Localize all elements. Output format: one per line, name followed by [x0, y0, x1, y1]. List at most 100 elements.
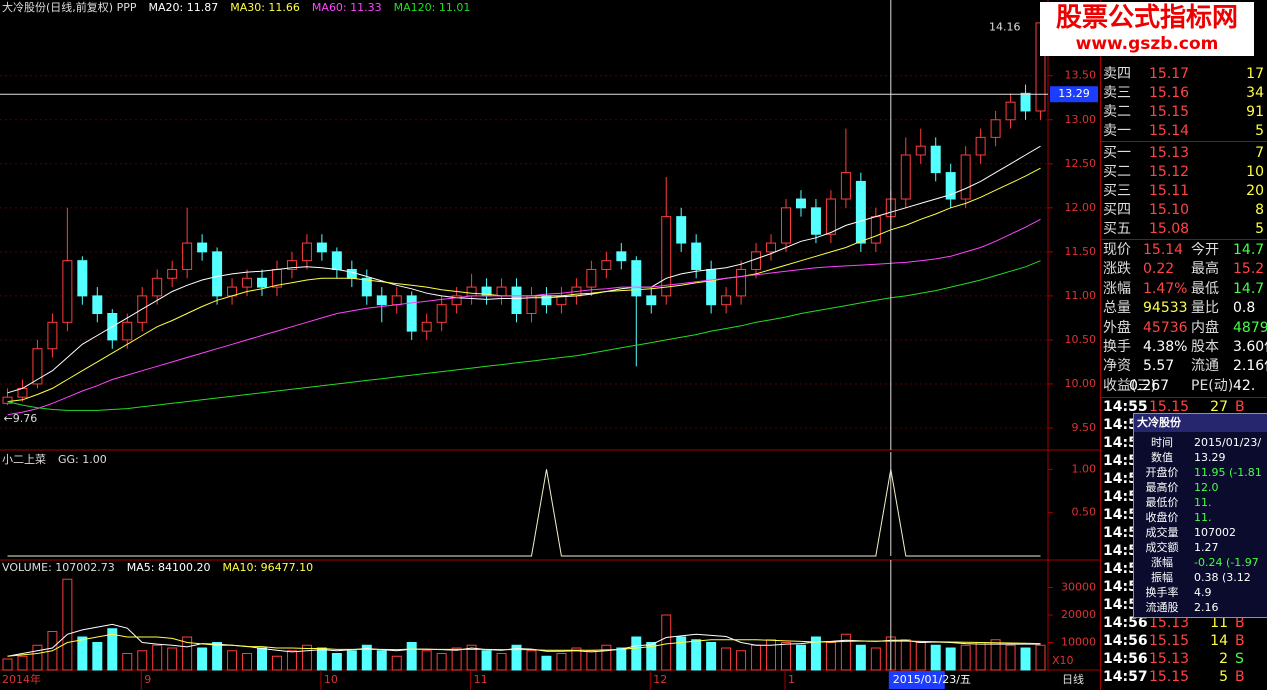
tick-time: 14:5 — [1103, 471, 1138, 487]
volume-bar — [990, 639, 1001, 671]
stat-label: 换手 — [1103, 339, 1131, 355]
volume-bar — [616, 647, 627, 671]
candle-body — [766, 242, 777, 253]
volume-bar — [361, 644, 372, 671]
period-label: 日线 — [1062, 672, 1084, 686]
candle-body — [346, 268, 357, 279]
stat-value: 0.22 — [1143, 261, 1175, 278]
candle-body — [122, 321, 133, 341]
tooltip-label: 时间 — [1151, 436, 1173, 449]
candle-body — [676, 216, 687, 244]
tick-volume: 27 — [1210, 399, 1228, 415]
tooltip-value: 4.9 — [1194, 586, 1212, 599]
book-volume: 5 — [1255, 122, 1264, 139]
volume-bar — [511, 644, 522, 671]
volume-bar — [526, 650, 537, 671]
candle-body — [451, 295, 462, 306]
x-tick-label: 2015/01/23/五 — [893, 673, 971, 686]
stat-label: 外盘 — [1103, 319, 1131, 336]
volume-bar — [316, 647, 327, 671]
volume-bar — [391, 655, 402, 671]
book-label: 买五 — [1103, 220, 1131, 237]
volume-bar — [975, 642, 986, 671]
book-label: 买一 — [1103, 145, 1131, 161]
candle-body — [47, 321, 58, 350]
volume-bar — [855, 644, 866, 671]
tick-time: 14:57 — [1103, 669, 1148, 685]
tick-volume: 2 — [1219, 651, 1228, 667]
volume-bar — [481, 650, 492, 671]
indicator-line — [7, 469, 1041, 557]
book-label: 卖二 — [1103, 103, 1131, 120]
x-tick-label: 12 — [653, 673, 667, 686]
volume-bar — [32, 644, 43, 671]
volume-bar — [421, 650, 432, 671]
tick-time: 14:56 — [1103, 615, 1148, 631]
legend-entry: MA120: 11.01 — [394, 1, 471, 14]
candle-body — [331, 251, 342, 270]
volume-bar — [122, 653, 133, 671]
tick-time: 14:56 — [1103, 633, 1148, 649]
book-volume: 7 — [1255, 145, 1264, 161]
book-price: 15.08 — [1149, 220, 1190, 237]
tick-time: 14:5 — [1103, 453, 1138, 469]
tick-side: B — [1235, 633, 1245, 649]
volume-bar — [1035, 644, 1046, 671]
y-tick-label: 13.00 — [1065, 113, 1097, 126]
candle-body — [496, 286, 507, 297]
y-tick-label: 9.50 — [1072, 421, 1097, 434]
volume-bar — [197, 647, 208, 671]
stat-value: 2.16亿 — [1233, 358, 1267, 375]
candle-body — [646, 295, 657, 306]
stat-value: 4879 — [1233, 319, 1267, 336]
stat-value: 0.8 — [1233, 300, 1256, 317]
candle-body — [286, 260, 297, 270]
candle-body — [242, 277, 253, 288]
stat-value: 1.47% — [1143, 280, 1188, 297]
ma-line — [7, 145, 1041, 394]
candle-body — [960, 154, 971, 200]
tooltip-label: 成交额 — [1145, 541, 1179, 554]
book-label: 卖三 — [1103, 84, 1131, 101]
book-price: 15.12 — [1149, 163, 1190, 180]
tooltip-label: 最低价 — [1145, 496, 1179, 509]
tick-time: 14:5 — [1103, 489, 1138, 505]
volume-bar — [676, 636, 687, 671]
tick-volume: 5 — [1219, 669, 1228, 685]
y-tick-label: 10000 — [1061, 636, 1096, 649]
volume-bar — [346, 650, 357, 671]
tooltip-value: 11. — [1194, 511, 1212, 524]
stat-value: 94533 — [1143, 300, 1188, 317]
book-volume: 5 — [1255, 220, 1264, 237]
stat-value: 4.38% — [1143, 339, 1188, 355]
candle-body — [257, 277, 267, 288]
candle-body — [197, 242, 208, 253]
volume-bar — [271, 655, 282, 671]
tooltip-label: 开盘价 — [1145, 466, 1179, 479]
book-price: 15.14 — [1149, 122, 1190, 139]
x-tick-label: 1 — [788, 673, 795, 686]
ma-line — [7, 167, 1041, 403]
legend-entry: MA60: 11.33 — [312, 1, 382, 14]
volume-bar — [736, 650, 747, 671]
volume-bar — [661, 614, 672, 671]
volume-bar — [212, 642, 223, 671]
volume-bar — [541, 655, 552, 671]
ma-line — [7, 260, 1041, 411]
book-price: 15.16 — [1149, 84, 1190, 101]
stat-value: 15.2 — [1233, 261, 1265, 278]
book-volume: 17 — [1246, 66, 1264, 82]
separator — [1101, 239, 1267, 240]
legend-entry: MA30: 11.66 — [230, 1, 300, 14]
tooltip-value: -0.24 (-1.97 — [1194, 556, 1259, 569]
volume-bar — [2, 658, 13, 671]
volume-bar — [331, 653, 342, 671]
book-label: 卖一 — [1103, 122, 1131, 139]
watermark: 股票公式指标网 www.gszb.com — [1040, 2, 1254, 56]
volume-bar — [167, 647, 178, 671]
candle-body — [301, 242, 312, 262]
volume-bar — [751, 644, 762, 671]
candle-body — [526, 295, 537, 315]
legend-entry: VOLUME: 107002.73 — [2, 561, 115, 574]
stat-value: 42. — [1233, 377, 1256, 394]
